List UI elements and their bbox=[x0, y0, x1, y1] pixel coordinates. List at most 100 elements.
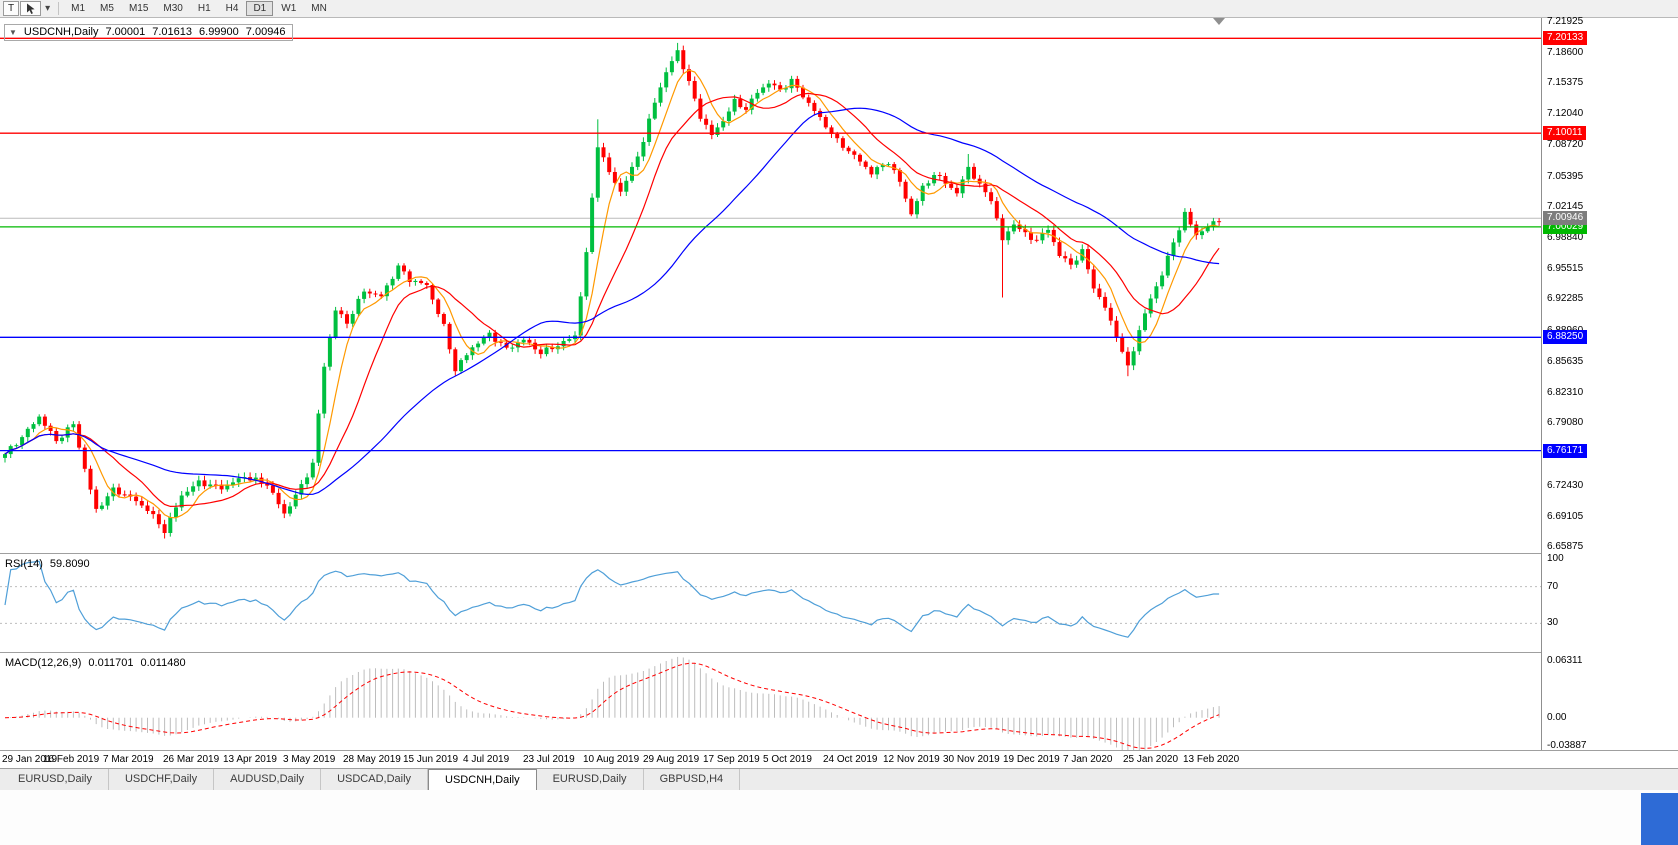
background-window-fragment bbox=[1641, 793, 1678, 845]
macd-name: MACD(12,26,9) bbox=[5, 657, 82, 669]
price-scale[interactable]: 7.21925 7.18600 7.15375 7.12040 7.08720 7.053… bbox=[1541, 16, 1678, 751]
price-chart-canvas[interactable] bbox=[0, 18, 1541, 553]
macd-panel: MACD(12,26,9) 0.011701 0.011480 bbox=[0, 654, 1541, 750]
price-tick-6.85635: 6.85635 bbox=[1547, 356, 1584, 367]
hline-badge-7.20133[interactable]: 7.20133 bbox=[1543, 31, 1588, 45]
panel-separator[interactable] bbox=[0, 652, 1678, 654]
date-label-25-jan-2020: 25 Jan 2020 bbox=[1123, 754, 1179, 765]
date-label-29-aug-2019: 29 Aug 2019 bbox=[643, 754, 700, 765]
hline-badge-7.10011[interactable]: 7.10011 bbox=[1543, 126, 1587, 140]
cursor-icon bbox=[25, 3, 36, 15]
rsi-name: RSI(14) bbox=[5, 558, 43, 570]
date-label-15-jun-2019: 15 Jun 2019 bbox=[403, 754, 459, 765]
ohlc-low: 6.99900 bbox=[199, 26, 239, 38]
date-label-17-sep-2019: 17 Sep 2019 bbox=[703, 754, 760, 765]
date-label-13-apr-2019: 13 Apr 2019 bbox=[223, 754, 277, 765]
date-label-7-mar-2019: 7 Mar 2019 bbox=[103, 754, 154, 765]
chart-symbol-title: USDCNH,Daily bbox=[23, 26, 99, 38]
chart-tab-4-usdcnh-daily[interactable]: USDCNH,Daily bbox=[428, 769, 537, 790]
date-label-30-nov-2019: 30 Nov 2019 bbox=[943, 754, 1000, 765]
price-tick-6.79080: 6.79080 bbox=[1547, 417, 1584, 428]
text-tool-button[interactable]: T bbox=[3, 1, 20, 16]
macd-tick--0.03887: -0.03887 bbox=[1547, 740, 1587, 751]
one-click-trading-arrow-icon[interactable]: ▼ bbox=[9, 27, 17, 37]
price-tick-7.05395: 7.05395 bbox=[1547, 171, 1584, 182]
date-label-3-may-2019: 3 May 2019 bbox=[283, 754, 336, 765]
rsi-panel: RSI(14) 59.8090 bbox=[0, 555, 1541, 652]
tool-dropdown-button[interactable]: ▾ bbox=[42, 1, 53, 16]
price-tick-7.15375: 7.15375 bbox=[1547, 77, 1584, 88]
date-label-29-jan-2019: 29 Jan 2019 bbox=[2, 754, 58, 765]
macd-value-main: 0.011701 bbox=[88, 657, 134, 669]
rsi-chart-canvas[interactable] bbox=[0, 555, 1541, 652]
timeframe-button-m1[interactable]: M1 bbox=[64, 1, 92, 16]
status-strip bbox=[0, 790, 1678, 845]
chart-tab-bar: EURUSD,Daily USDCHF,Daily AUDUSD,Daily USDC… bbox=[0, 768, 1678, 790]
price-tick-6.82310: 6.82310 bbox=[1547, 387, 1584, 398]
chart-tab-3-usdcad-daily[interactable]: USDCAD,Daily bbox=[321, 769, 429, 790]
chart-tab-0-eurusd-daily[interactable]: EURUSD,Daily bbox=[2, 769, 109, 790]
chart-toolbar: T ▾ M1 M5 M15 M30 H1 H4 D1 W1 MN bbox=[0, 0, 1678, 18]
ohlc-high: 7.01613 bbox=[152, 26, 193, 38]
timeframe-button-m15[interactable]: M15 bbox=[122, 1, 155, 16]
price-tick-6.72430: 6.72430 bbox=[1547, 480, 1584, 491]
macd-indicator-label: MACD(12,26,9) 0.011701 0.011480 bbox=[5, 657, 186, 669]
price-tick-6.92285: 6.92285 bbox=[1547, 293, 1584, 304]
rsi-tick-30: 30 bbox=[1547, 617, 1559, 628]
time-scale[interactable]: 29 Jan 2019 16 Feb 2019 7 Mar 2019 26 Mar 2… bbox=[0, 750, 1678, 768]
price-tick-7.18600: 7.18600 bbox=[1547, 47, 1584, 58]
rsi-indicator-label: RSI(14) 59.8090 bbox=[5, 558, 90, 570]
date-label-16-feb-2019: 16 Feb 2019 bbox=[43, 754, 100, 765]
macd-tick-0.00: 0.00 bbox=[1547, 712, 1567, 723]
chart-shift-marker[interactable] bbox=[1213, 18, 1225, 25]
date-label-24-oct-2019: 24 Oct 2019 bbox=[823, 754, 878, 765]
price-panel: ▼ USDCNH,Daily 7.00001 7.01613 6.99900 7… bbox=[0, 18, 1541, 553]
price-tick-7.21925: 7.21925 bbox=[1547, 16, 1584, 27]
cursor-tool-button[interactable] bbox=[20, 1, 42, 16]
price-tick-6.98840: 6.98840 bbox=[1547, 232, 1584, 243]
date-label-28-may-2019: 28 May 2019 bbox=[343, 754, 401, 765]
panel-separator[interactable] bbox=[0, 553, 1678, 555]
current-price-badge[interactable]: 7.00946 bbox=[1543, 211, 1588, 225]
price-tick-7.02145: 7.02145 bbox=[1547, 201, 1584, 212]
hline-badge-6.76171[interactable]: 6.76171 bbox=[1543, 444, 1588, 458]
price-tick-7.12040: 7.12040 bbox=[1547, 108, 1584, 119]
rsi-tick-100: 100 bbox=[1547, 553, 1564, 564]
chart-tab-2-audusd-daily[interactable]: AUDUSD,Daily bbox=[214, 769, 322, 790]
date-label-5-oct-2019: 5 Oct 2019 bbox=[763, 754, 812, 765]
timeframe-button-d1[interactable]: D1 bbox=[246, 1, 274, 16]
date-label-13-feb-2020: 13 Feb 2020 bbox=[1183, 754, 1240, 765]
date-label-26-mar-2019: 26 Mar 2019 bbox=[163, 754, 220, 765]
ohlc-open: 7.00001 bbox=[105, 26, 146, 38]
timeframe-button-h4[interactable]: H4 bbox=[219, 1, 246, 16]
toolbar-separator bbox=[58, 2, 60, 15]
date-label-4-jul-2019: 4 Jul 2019 bbox=[463, 754, 510, 765]
timeframe-button-h1[interactable]: H1 bbox=[191, 1, 218, 16]
timeframe-button-mn[interactable]: MN bbox=[304, 1, 334, 16]
chart-tab-1-usdchf-daily[interactable]: USDCHF,Daily bbox=[109, 769, 215, 790]
price-tick-7.08720: 7.08720 bbox=[1547, 139, 1584, 150]
price-tick-6.95515: 6.95515 bbox=[1547, 263, 1584, 274]
chart-title-box: ▼ USDCNH,Daily 7.00001 7.01613 6.99900 7… bbox=[4, 24, 293, 41]
date-label-19-dec-2019: 19 Dec 2019 bbox=[1003, 754, 1060, 765]
price-tick-6.65875: 6.65875 bbox=[1547, 541, 1584, 552]
hline-badge-6.88250[interactable]: 6.88250 bbox=[1543, 330, 1588, 344]
chart-tab-5-eurusd-daily[interactable]: EURUSD,Daily bbox=[537, 769, 644, 790]
ohlc-close: 7.00946 bbox=[245, 26, 286, 38]
timeframe-button-m5[interactable]: M5 bbox=[93, 1, 121, 16]
date-label-10-aug-2019: 10 Aug 2019 bbox=[583, 754, 640, 765]
price-tick-6.69105: 6.69105 bbox=[1547, 511, 1584, 522]
chart-tab-6-gbpusd-h4[interactable]: GBPUSD,H4 bbox=[644, 769, 741, 790]
date-label-7-jan-2020: 7 Jan 2020 bbox=[1063, 754, 1113, 765]
timeframe-button-group: M1 M5 M15 M30 H1 H4 D1 W1 MN bbox=[64, 1, 334, 16]
date-label-23-jul-2019: 23 Jul 2019 bbox=[523, 754, 575, 765]
timeframe-button-w1[interactable]: W1 bbox=[274, 1, 303, 16]
rsi-tick-70: 70 bbox=[1547, 581, 1559, 592]
timeframe-button-m30[interactable]: M30 bbox=[156, 1, 189, 16]
macd-tick-0.06311: 0.06311 bbox=[1547, 655, 1583, 666]
date-label-12-nov-2019: 12 Nov 2019 bbox=[883, 754, 940, 765]
macd-chart-canvas[interactable] bbox=[0, 654, 1541, 750]
rsi-value: 59.8090 bbox=[49, 558, 90, 570]
macd-value-signal: 0.011480 bbox=[140, 657, 186, 669]
